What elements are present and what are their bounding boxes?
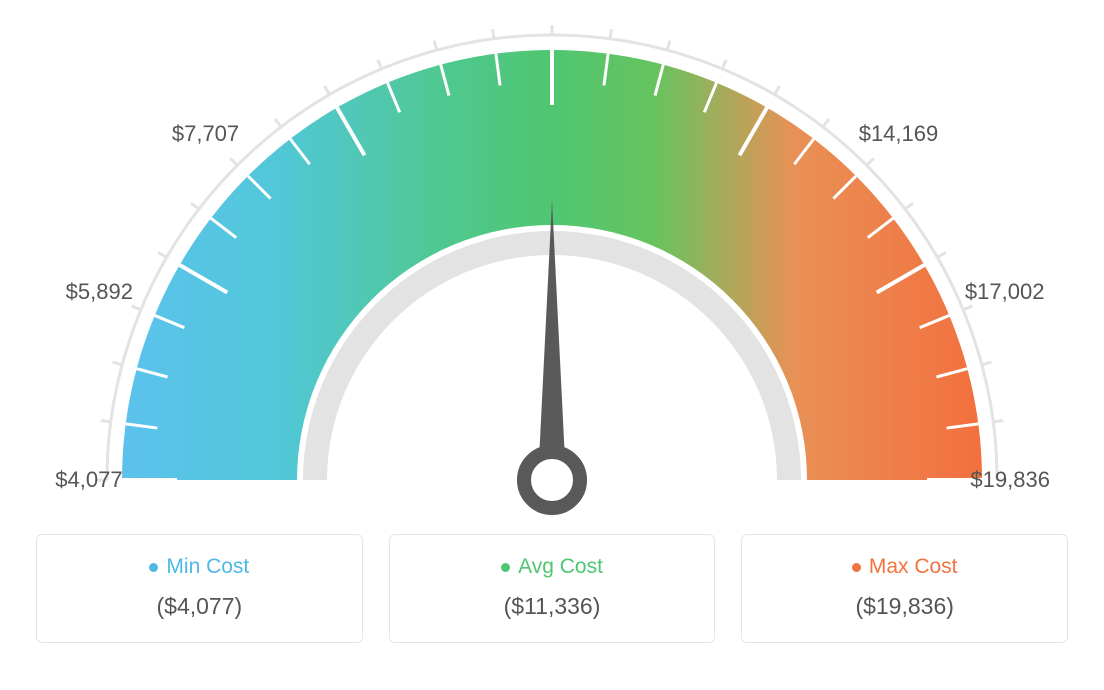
gauge-tick-label: $7,707 xyxy=(172,121,239,147)
legend-title-avg: Avg Cost xyxy=(518,555,603,579)
legend-title-row: Max Cost xyxy=(752,555,1057,579)
gauge-tick-label: $17,002 xyxy=(965,279,1045,305)
legend-row: Min Cost ($4,077) Avg Cost ($11,336) Max… xyxy=(0,534,1104,643)
legend-card-avg: Avg Cost ($11,336) xyxy=(389,534,716,643)
legend-dot-max xyxy=(852,563,861,572)
legend-value-min: ($4,077) xyxy=(47,593,352,620)
legend-title-row: Avg Cost xyxy=(400,555,705,579)
legend-dot-min xyxy=(149,563,158,572)
legend-value-avg: ($11,336) xyxy=(400,593,705,620)
legend-title-min: Min Cost xyxy=(166,555,249,579)
legend-value-max: ($19,836) xyxy=(752,593,1057,620)
legend-title-row: Min Cost xyxy=(47,555,352,579)
legend-card-min: Min Cost ($4,077) xyxy=(36,534,363,643)
gauge-svg xyxy=(0,0,1104,530)
gauge-tick-label: $11,336 xyxy=(513,0,591,3)
legend-dot-avg xyxy=(501,563,510,572)
gauge-chart: $4,077 $5,892 $7,707 $11,336 $14,169 $17,002 $… xyxy=(0,0,1104,530)
gauge-tick-label: $19,836 xyxy=(970,467,1050,493)
legend-title-max: Max Cost xyxy=(869,555,958,579)
gauge-tick-label: $4,077 xyxy=(55,467,122,493)
legend-card-max: Max Cost ($19,836) xyxy=(741,534,1068,643)
gauge-tick-label: $14,169 xyxy=(859,121,939,147)
gauge-tick-label: $5,892 xyxy=(66,279,133,305)
